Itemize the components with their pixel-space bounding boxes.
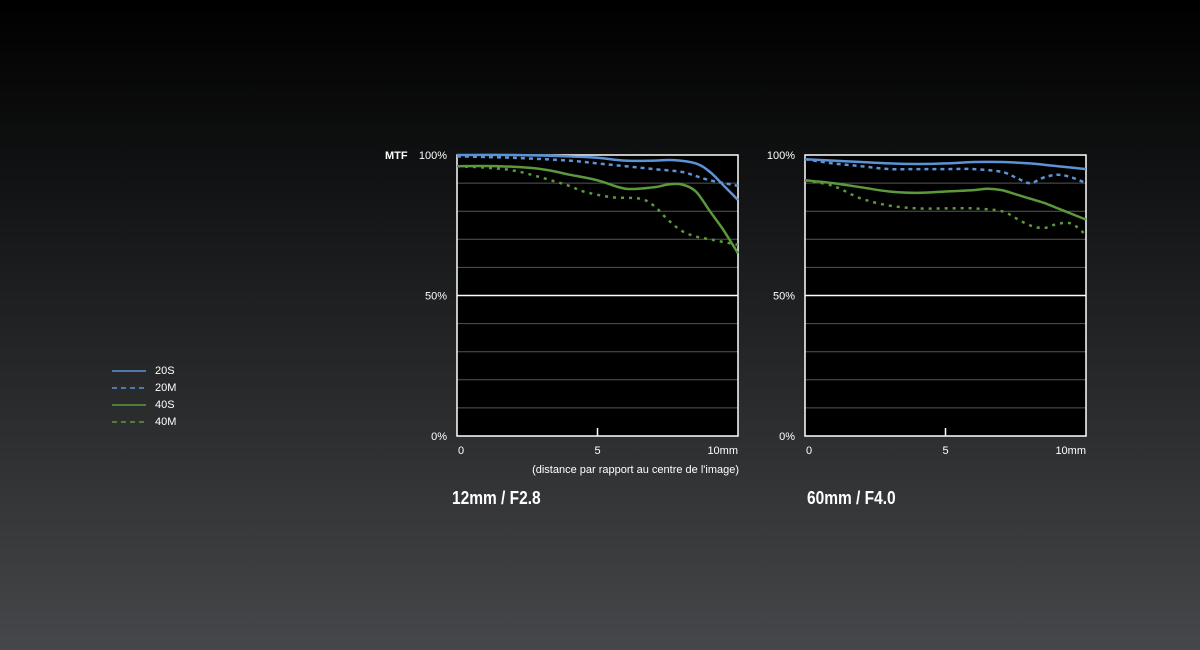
series-line-40m xyxy=(456,164,739,247)
legend-swatch xyxy=(112,386,146,389)
legend-item-40s: 40S xyxy=(112,396,176,413)
legend-label: 20S xyxy=(155,364,175,377)
x-tick-label: 0 xyxy=(806,445,812,457)
x-tick-label: 5 xyxy=(594,445,600,457)
y-tick-label: 0% xyxy=(431,431,447,443)
legend-item-20m: 20M xyxy=(112,379,176,396)
y-tick-label: 50% xyxy=(425,291,447,303)
series-line-20s xyxy=(804,157,1087,171)
chart-1: 0 5 10mm 0% 50% 100% MTF (distance par rapport … xyxy=(385,150,740,476)
x-tick-label: 10mm xyxy=(1055,445,1086,457)
series-line-40s xyxy=(804,179,1087,221)
y-tick-label: 100% xyxy=(419,150,447,162)
chart-title-right: 60mm / F4.0 xyxy=(807,488,896,508)
legend-label: 40M xyxy=(155,415,177,428)
series-line-20s xyxy=(456,153,739,201)
legend-label: 40S xyxy=(155,398,175,411)
legend-swatch xyxy=(112,403,146,406)
x-axis-label: (distance par rapport au centre de l'ima… xyxy=(532,464,739,476)
x-tick-label: 0 xyxy=(458,445,464,457)
chart-2: 0 5 10mm 0% 50% 100% xyxy=(767,150,1087,457)
y-tick-label: 0% xyxy=(779,431,795,443)
y-axis-label: MTF xyxy=(385,150,408,162)
legend-item-20s: 20S xyxy=(112,362,176,379)
series-line-20m xyxy=(804,157,1087,185)
chart-title-left: 12mm / F2.8 xyxy=(452,488,541,508)
x-tick-label: 10mm xyxy=(707,445,738,457)
x-tick-label: 5 xyxy=(942,445,948,457)
legend-label: 20M xyxy=(155,381,177,394)
legend: 20S 20M 40S 40M xyxy=(112,362,176,430)
series-line-20m xyxy=(456,155,739,188)
y-tick-label: 50% xyxy=(773,291,795,303)
y-tick-label: 100% xyxy=(767,150,795,162)
legend-swatch xyxy=(112,420,146,423)
legend-swatch xyxy=(112,369,146,372)
series-line-40s xyxy=(456,164,740,254)
legend-item-40m: 40M xyxy=(112,413,176,430)
